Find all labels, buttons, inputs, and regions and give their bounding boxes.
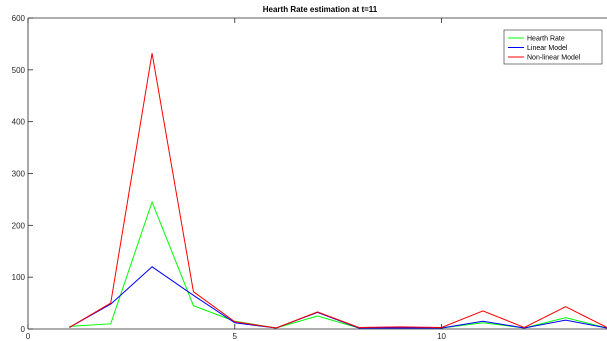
x-tick-label: 5: [233, 332, 238, 341]
y-tick-label: 200: [12, 221, 26, 230]
y-tick-label: 300: [12, 170, 26, 179]
y-tick-label: 500: [12, 66, 26, 75]
legend-label: Hearth Rate: [527, 36, 565, 43]
axes: 0 100 200 300 400 500 600 0 5 10: [12, 14, 607, 341]
y-tick-label: 400: [12, 118, 26, 127]
x-tick-label: 0: [26, 332, 31, 341]
series-lines: [69, 53, 607, 329]
legend: Hearth Rate Linear Model Non-linear Model: [503, 29, 603, 65]
chart-title: Hearth Rate estimation at t=11: [263, 5, 378, 14]
legend-label: Linear Model: [527, 45, 568, 52]
x-tick-label: 10: [437, 332, 446, 341]
y-tick-label: 600: [12, 14, 26, 23]
series-line-2: [69, 53, 607, 329]
y-tick-label: 100: [12, 273, 26, 282]
plot-area: [28, 18, 607, 329]
y-tick-label: 0: [21, 325, 26, 334]
series-line-1: [69, 266, 607, 329]
legend-label: Non-linear Model: [527, 55, 581, 62]
plot-background: [28, 18, 607, 329]
